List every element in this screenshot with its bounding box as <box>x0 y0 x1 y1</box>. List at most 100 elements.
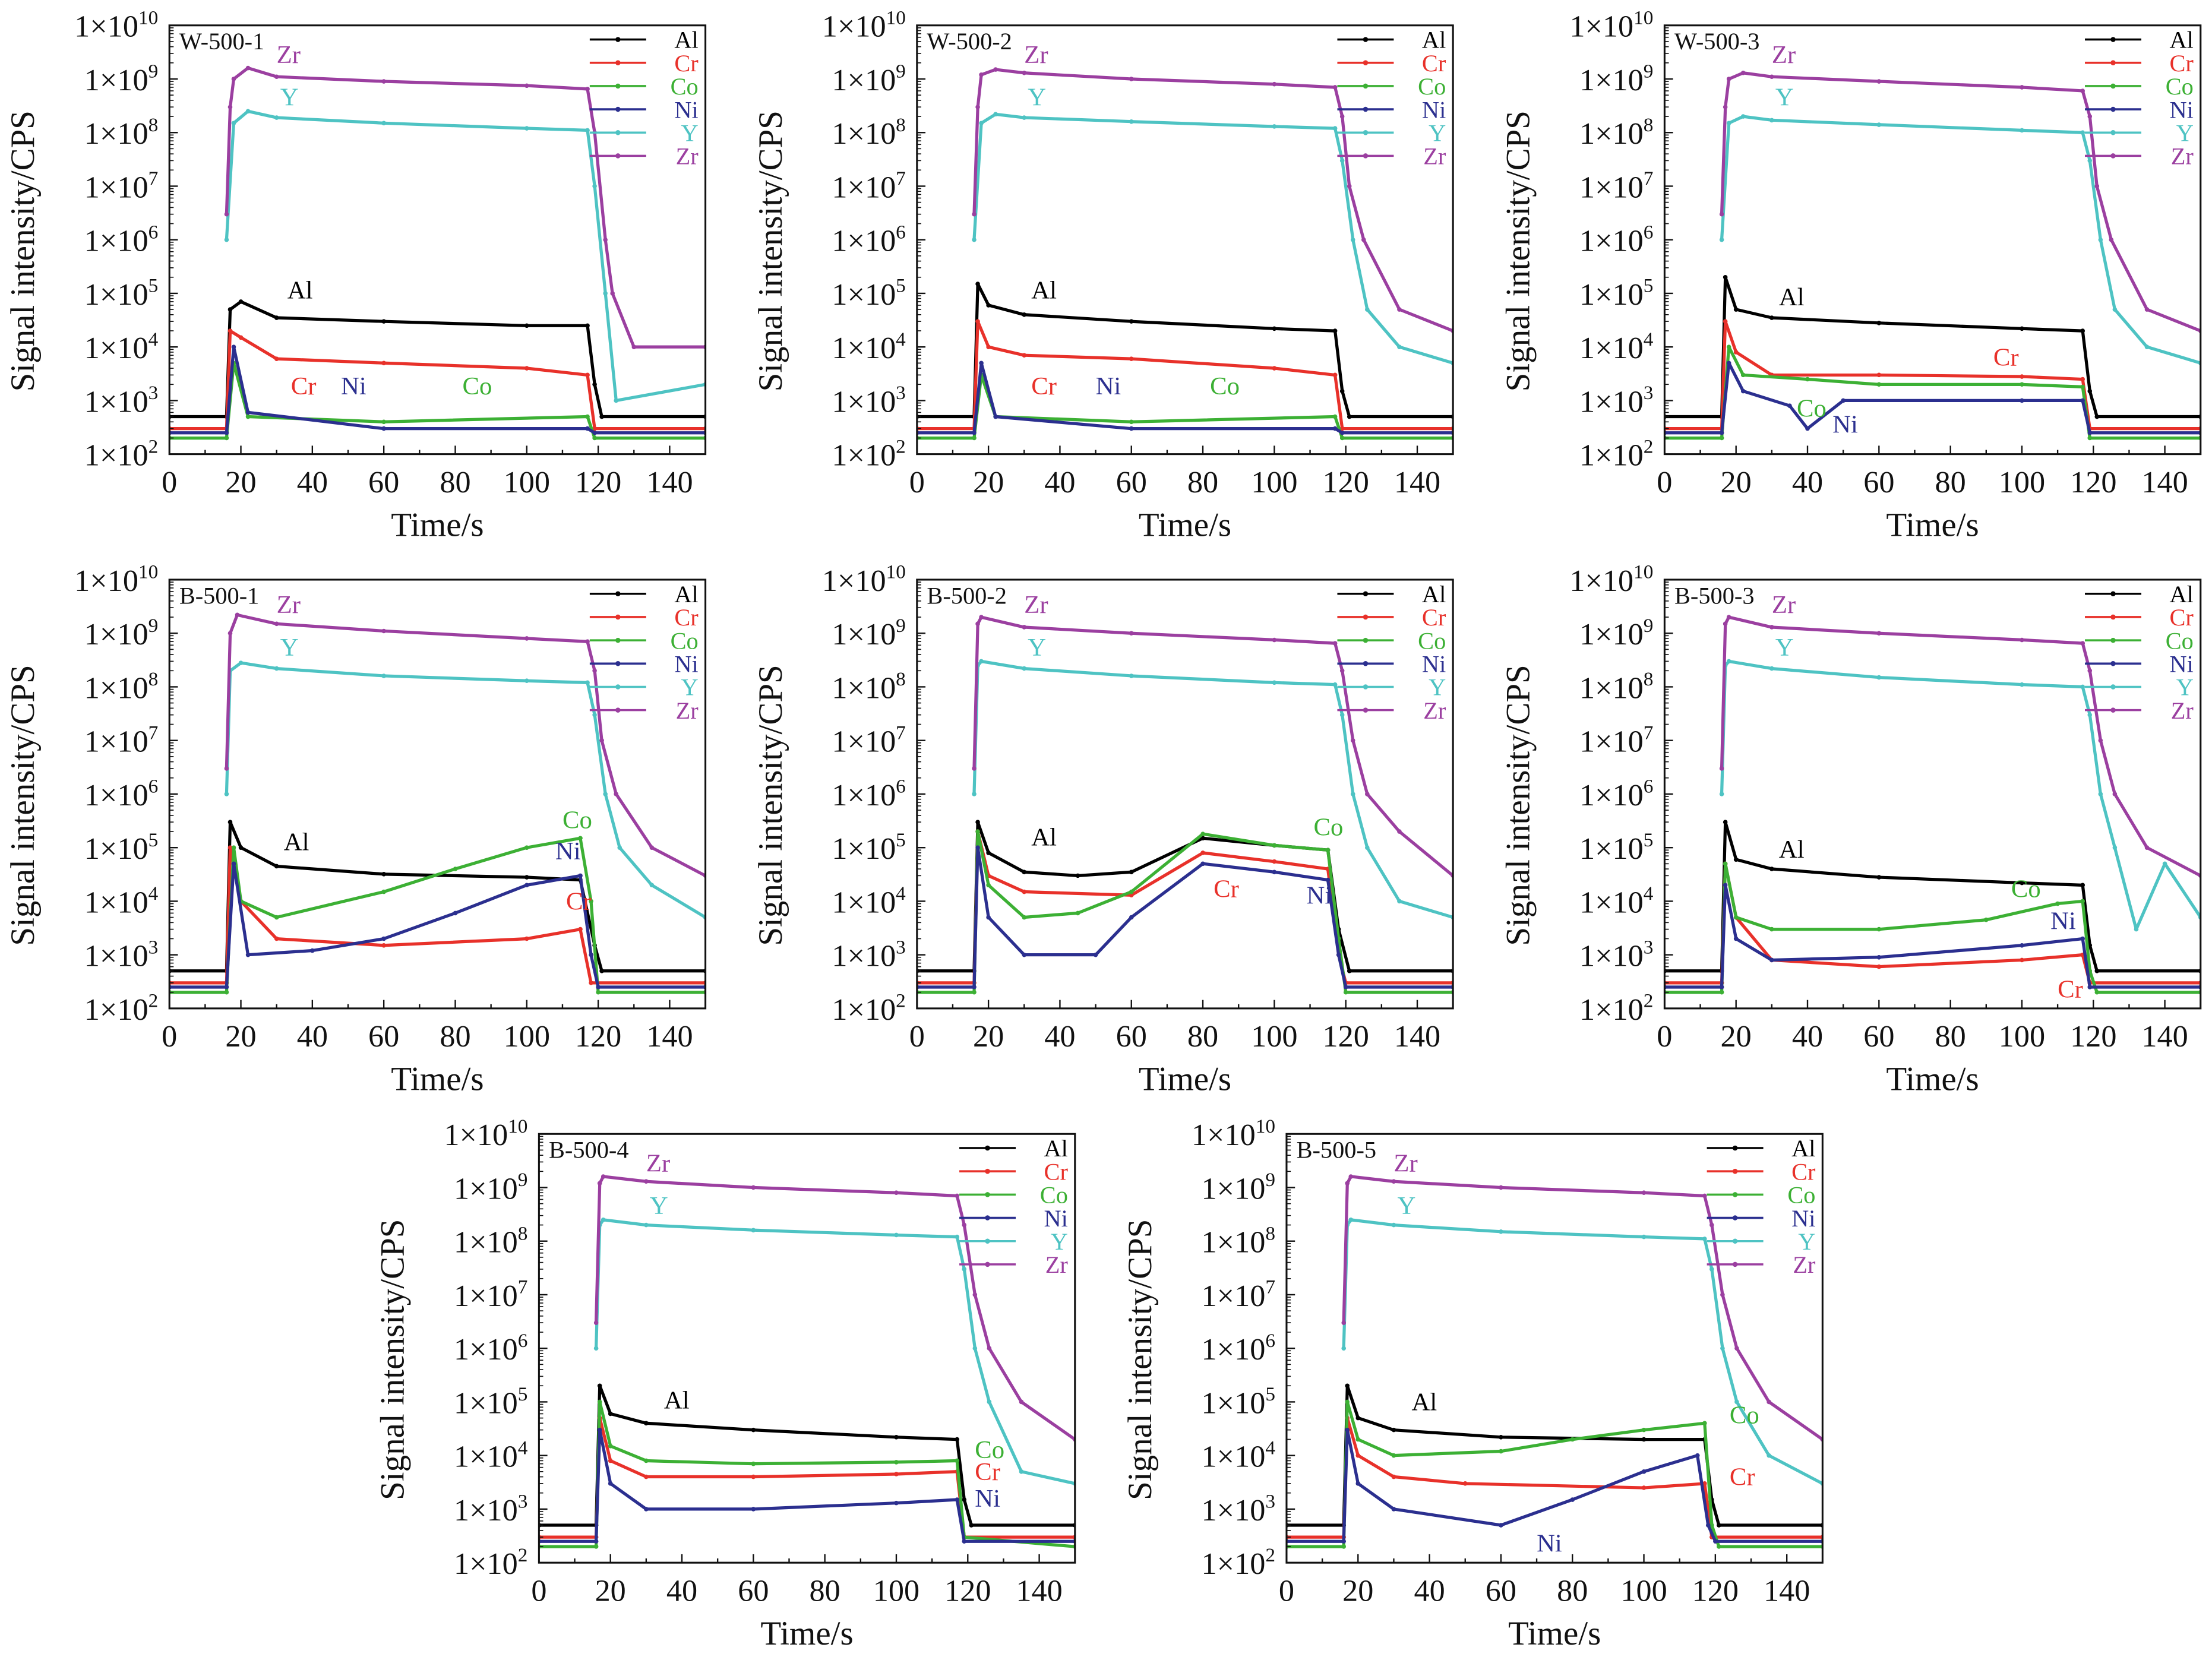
annotation-Zr: Zr <box>1024 41 1048 69</box>
data-point-Al <box>2094 969 2100 973</box>
legend-label-Y: Y <box>2176 119 2194 146</box>
annotation-Y: Y <box>1397 1192 1415 1220</box>
legend-label-Zr: Zr <box>676 697 699 724</box>
y-tick-base: 1×10 <box>1202 1225 1266 1260</box>
x-tick-label: 40 <box>666 1573 697 1608</box>
legend-marker-Zr <box>2110 707 2116 713</box>
data-point-Y <box>955 1234 960 1240</box>
y-tick-exponent: 7 <box>1265 1276 1275 1298</box>
data-point-Al <box>986 850 991 855</box>
data-point-Y <box>1272 680 1277 685</box>
y-tick-label: 1×105 <box>84 829 158 866</box>
series-line-Ni <box>169 862 706 989</box>
data-point-Zr <box>751 1185 756 1190</box>
x-tick-label: 0 <box>1279 1573 1294 1608</box>
legend-marker-Cr <box>615 60 621 65</box>
data-point-Al <box>1200 836 1205 841</box>
y-tick-exponent: 7 <box>148 167 159 189</box>
y-tick-exponent: 3 <box>896 936 906 958</box>
y-tick-base: 1×10 <box>84 331 148 365</box>
data-point-Zr <box>1709 1222 1714 1228</box>
y-tick-exponent: 4 <box>518 1437 528 1459</box>
y-tick-base: 1×10 <box>1579 170 1644 204</box>
data-point-Al <box>2094 414 2100 419</box>
y-tick-label: 1×109 <box>84 615 158 652</box>
data-point-Ni <box>1723 883 1728 888</box>
y-tick-label: 1×1010 <box>1192 1115 1275 1152</box>
y-tick-label: 1×108 <box>832 114 905 151</box>
data-point-Y <box>2112 845 2118 850</box>
data-point-Y <box>224 237 229 242</box>
data-point-Y <box>1022 666 1027 671</box>
data-point-Zr <box>987 1346 992 1351</box>
y-tick-label: 1×102 <box>832 435 905 472</box>
data-point-Cr <box>1022 889 1027 894</box>
data-point-Zr <box>245 65 251 71</box>
data-point-Zr <box>2080 641 2085 646</box>
data-point-Ni <box>1325 877 1331 883</box>
panel-title: B-500-5 <box>1297 1137 1377 1163</box>
y-tick-exponent: 2 <box>518 1544 528 1566</box>
y-tick-base: 1×10 <box>84 170 148 204</box>
data-point-Zr <box>993 67 998 72</box>
data-point-Cr <box>1723 319 1728 324</box>
data-point-Al <box>1347 414 1352 419</box>
y-tick-exponent: 7 <box>1644 167 1654 189</box>
data-point-Cr <box>1022 353 1027 358</box>
data-point-Co <box>1719 435 1724 441</box>
y-tick-exponent: 6 <box>518 1330 528 1352</box>
y-tick-base: 1×10 <box>1202 1440 1266 1474</box>
data-point-Co <box>1740 372 1746 378</box>
data-point-Zr <box>1345 1181 1350 1186</box>
legend-label-Ni: Ni <box>1422 96 1446 123</box>
series-line-Co <box>169 361 706 440</box>
data-point-Zr <box>2080 88 2085 93</box>
x-tick-label: 60 <box>1863 465 1894 499</box>
annotation-Cr: Cr <box>1031 372 1057 400</box>
y-tick-exponent: 8 <box>896 668 906 690</box>
data-point-Zr <box>597 1181 602 1186</box>
data-point-Co <box>972 435 977 441</box>
y-tick-exponent: 6 <box>1265 1330 1275 1352</box>
data-point-Ni <box>2020 943 2024 948</box>
data-point-Zr <box>972 211 977 217</box>
data-point-Co <box>1339 435 1345 441</box>
annotation-Ni: Ni <box>555 837 581 865</box>
y-tick-exponent: 9 <box>148 61 159 83</box>
y-tick-exponent: 9 <box>1265 1169 1275 1191</box>
y-tick-base: 1×10 <box>832 939 896 973</box>
y-tick-base: 1×10 <box>84 885 148 919</box>
legend-label-Cr: Cr <box>1044 1158 1069 1185</box>
y-tick-label: 1×106 <box>84 221 158 258</box>
data-point-Y <box>592 184 597 189</box>
y-tick-base: 1×10 <box>832 992 896 1027</box>
data-point-Zr <box>1767 1399 1771 1405</box>
annotation-Co: Co <box>2011 875 2041 903</box>
data-point-Co <box>644 1458 649 1463</box>
data-point-Al <box>1022 869 1027 875</box>
x-tick-label: 80 <box>1187 1019 1218 1054</box>
y-tick-exponent: 7 <box>1644 722 1654 744</box>
data-point-Y <box>603 792 608 796</box>
legend-marker-Y <box>2110 684 2116 690</box>
chart-panel-W-500-1: 0 20 40 60 80 100 120 1401×1021×1031×1041×1051×… <box>4 7 707 543</box>
annotation-Co: Co <box>975 1436 1004 1464</box>
y-tick-exponent: 2 <box>148 435 159 457</box>
legend-label-Al: Al <box>674 27 698 53</box>
y-tick-base: 1×10 <box>1579 277 1644 312</box>
legend-label-Y: Y <box>681 674 699 701</box>
data-point-Ni <box>1341 1539 1347 1544</box>
data-point-Co <box>986 883 991 888</box>
data-point-Ni <box>1093 952 1098 957</box>
data-point-Co <box>1129 889 1134 894</box>
data-point-Co <box>224 989 229 995</box>
annotation-Cr: Cr <box>566 887 592 915</box>
y-tick-exponent: 8 <box>148 668 159 690</box>
data-point-Zr <box>1769 625 1774 630</box>
y-tick-exponent: 7 <box>896 167 906 189</box>
y-tick-base: 1×10 <box>832 63 896 97</box>
data-point-Zr <box>610 291 615 296</box>
x-tick-label: 20 <box>595 1573 626 1608</box>
series-line-Al <box>1664 820 2201 973</box>
y-tick-exponent: 9 <box>518 1169 528 1191</box>
